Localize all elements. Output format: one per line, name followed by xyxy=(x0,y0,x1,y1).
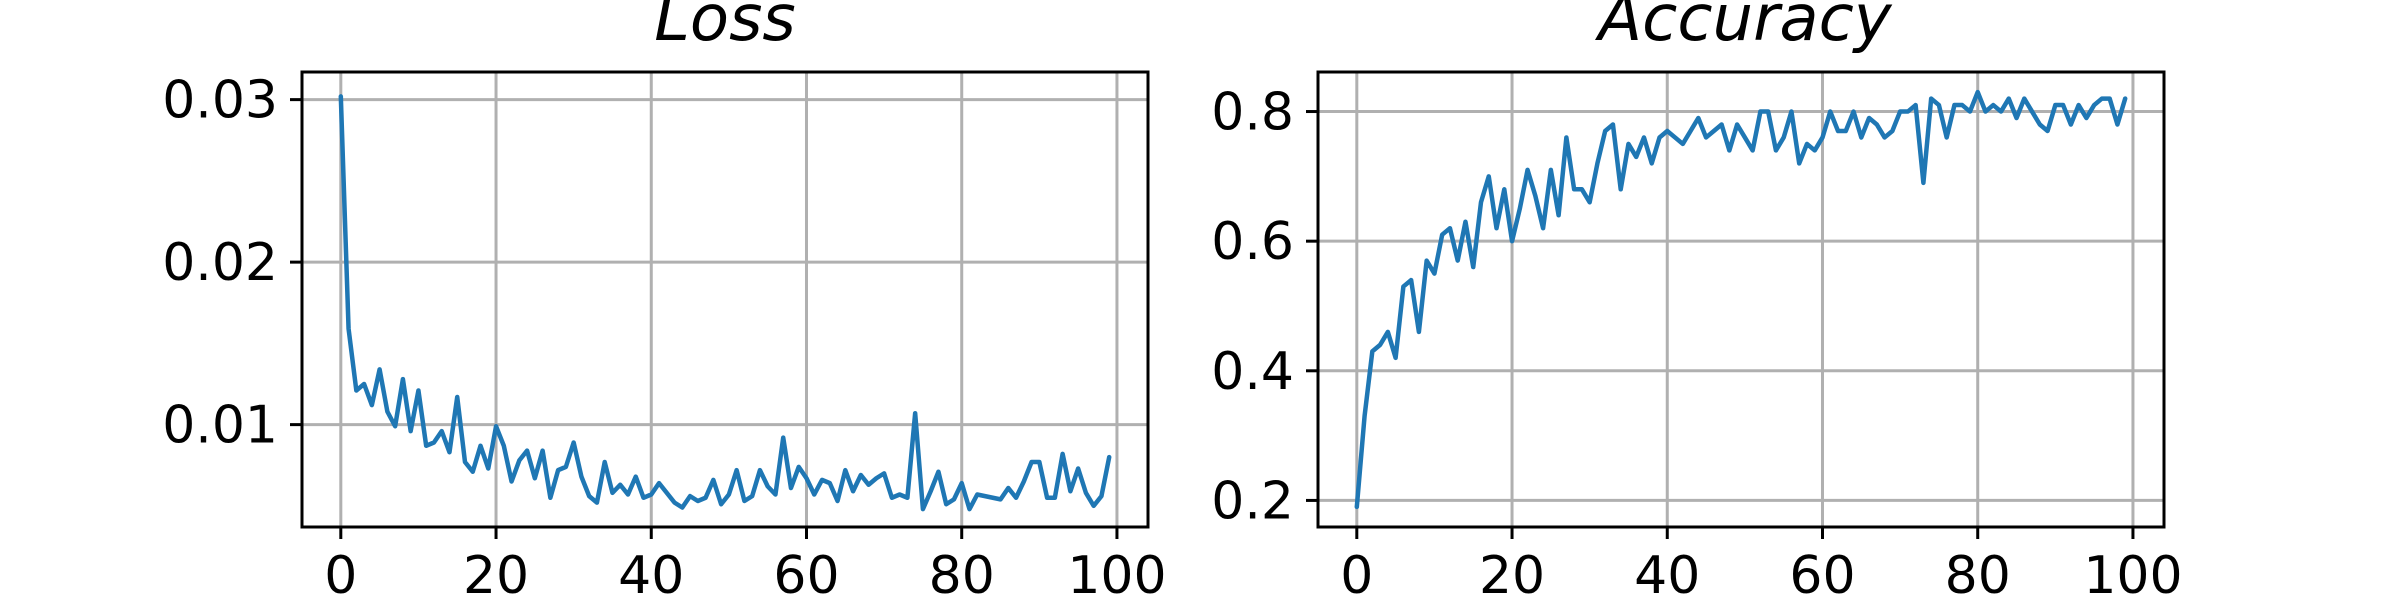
loss-plot-frame xyxy=(300,70,1150,529)
accuracy-plot-frame xyxy=(1316,70,2166,529)
accuracy-x-tick-label: 100 xyxy=(2083,546,2182,600)
loss-y-tick-label: 0.03 xyxy=(162,71,278,131)
loss-x-tick-label: 0 xyxy=(324,546,357,600)
accuracy-y-tick-label: 0.6 xyxy=(1211,212,1294,272)
accuracy-y-tick-label: 0.4 xyxy=(1211,342,1294,402)
loss-x-tick-label: 100 xyxy=(1067,546,1166,600)
loss-x-tick-label: 60 xyxy=(773,546,839,600)
accuracy-x-tick-label: 60 xyxy=(1789,546,1855,600)
accuracy-y-tick-label: 0.2 xyxy=(1211,471,1294,531)
loss-y-tick-label: 0.01 xyxy=(162,396,278,456)
accuracy-x-tick-label: 80 xyxy=(1945,546,2011,600)
loss-chart-title: Loss xyxy=(654,0,796,56)
accuracy-series-line xyxy=(1354,89,2128,510)
accuracy-chart-title: Accuracy xyxy=(1594,0,1892,56)
loss-x-tick-label: 80 xyxy=(929,546,995,600)
loss-y-tick-label: 0.02 xyxy=(162,233,278,293)
accuracy-x-tick-label: 20 xyxy=(1479,546,1545,600)
accuracy-chart-panel: Accuracy 0 20 40 60 80 100 0.2 0.4 0.6 0.8 xyxy=(1211,0,2182,600)
loss-x-tick-label: 20 xyxy=(463,546,529,600)
accuracy-y-tick-label: 0.8 xyxy=(1211,83,1294,143)
accuracy-x-tick-label: 40 xyxy=(1634,546,1700,600)
accuracy-x-tick-label: 0 xyxy=(1340,546,1373,600)
loss-series-line xyxy=(338,94,1112,512)
loss-chart-panel: Loss 0 20 40 60 80 100 0.01 0.02 0.03 xyxy=(162,0,1166,600)
loss-x-tick-label: 40 xyxy=(618,546,684,600)
